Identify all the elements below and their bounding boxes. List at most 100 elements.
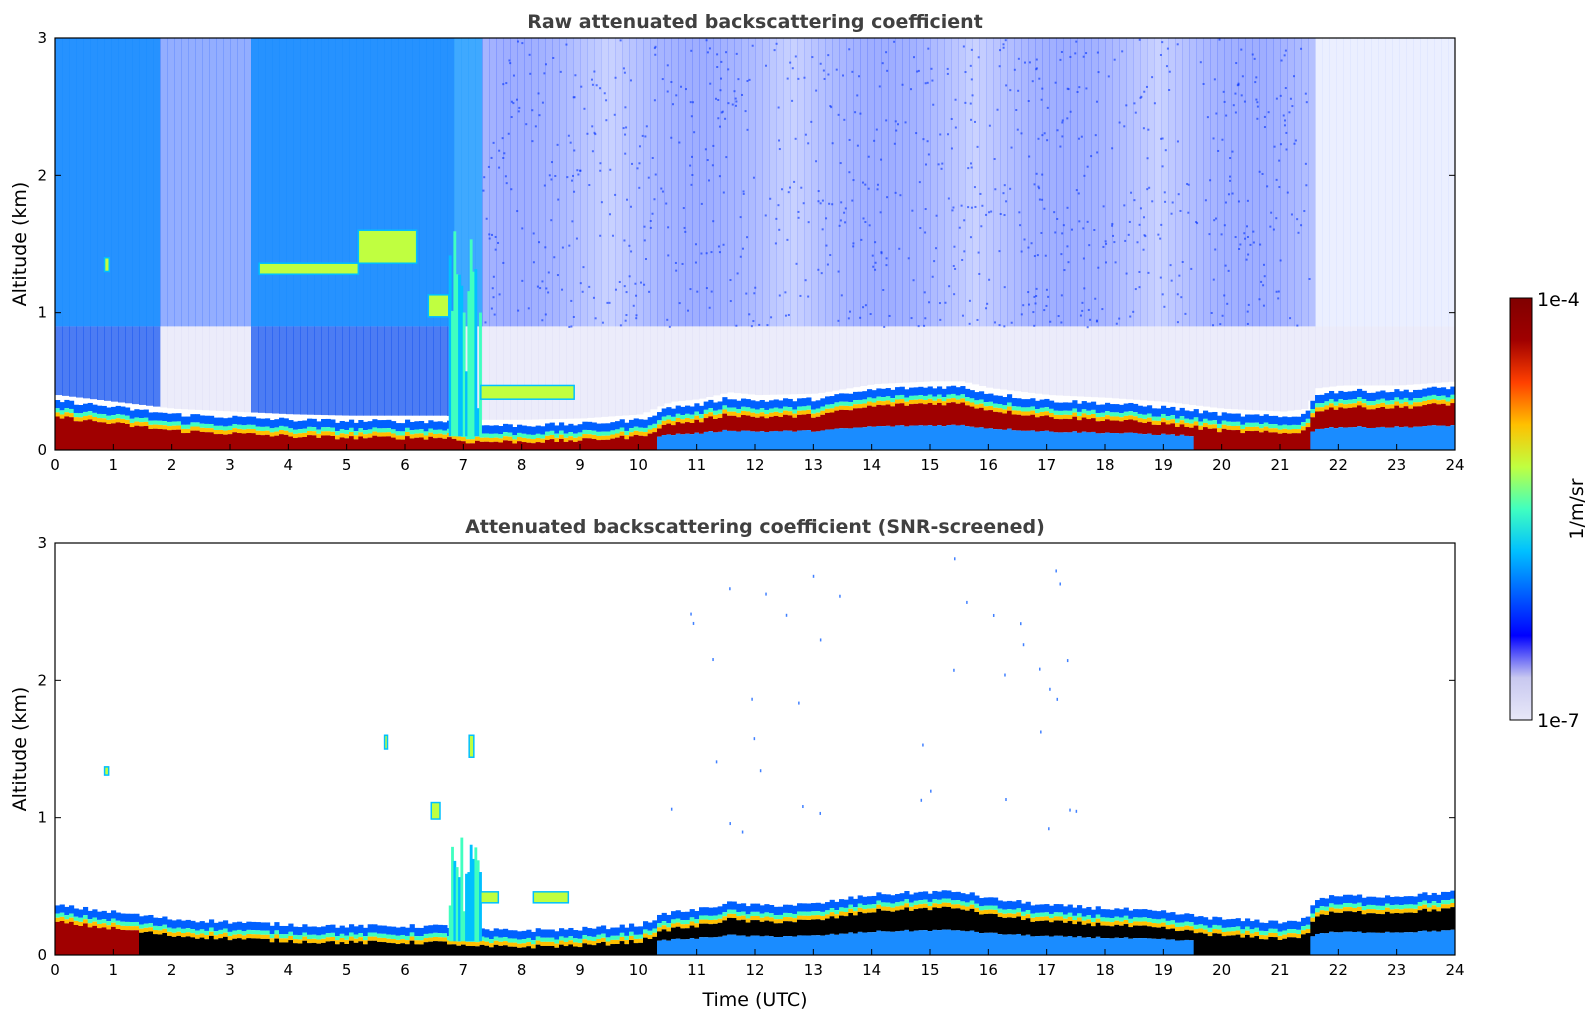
- bl-core: [59, 920, 65, 955]
- bl-edge: [1184, 921, 1190, 926]
- noise-speckle: [1060, 50, 1063, 53]
- noise-column: [1224, 38, 1232, 327]
- noise-speckle: [648, 290, 651, 293]
- bl-below: [965, 426, 971, 450]
- noise-speckle: [1067, 88, 1070, 91]
- noise-column: [139, 38, 147, 327]
- noise-column-low: [90, 326, 98, 400]
- bl-edge: [479, 433, 485, 438]
- bl-below: [1137, 938, 1143, 955]
- bl-halo: [937, 386, 943, 395]
- noise-column: [1112, 38, 1120, 327]
- bl-edge2: [73, 417, 79, 422]
- bl-core: [386, 436, 392, 450]
- noise-speckle: [950, 117, 953, 120]
- bl-core: [918, 908, 924, 931]
- bl-halo: [825, 396, 831, 405]
- bl-below: [1394, 932, 1400, 955]
- noise-column: [90, 38, 98, 327]
- bl-edge: [55, 913, 61, 918]
- noise-speckle: [1187, 211, 1190, 214]
- bl-core: [1385, 408, 1391, 428]
- noise-speckle: [1214, 248, 1217, 251]
- bl-edge2: [1025, 411, 1031, 416]
- bl-halo: [1193, 916, 1199, 925]
- noise-column: [104, 38, 112, 327]
- bl-halo: [297, 420, 303, 430]
- bl-edge2: [1445, 401, 1451, 406]
- bl-edge2: [1343, 404, 1349, 409]
- noise-speckle: [1003, 286, 1006, 289]
- bl-core: [1002, 917, 1008, 935]
- bl-halo: [708, 399, 714, 409]
- noise-column-low: [1273, 326, 1281, 412]
- noise-column-low: [1301, 326, 1309, 410]
- noise-speckle: [837, 319, 840, 322]
- noise-column: [1266, 38, 1274, 327]
- cloud-column: [472, 271, 475, 437]
- noise-column: [517, 38, 525, 327]
- bl-edge: [484, 937, 490, 942]
- bl-core: [745, 922, 751, 937]
- bl-below: [1445, 426, 1451, 450]
- noise-speckle: [544, 63, 547, 66]
- noise-speckle: [1118, 317, 1121, 320]
- bl-halo: [643, 419, 649, 428]
- bl-edge: [1207, 420, 1213, 425]
- bl-core: [559, 944, 565, 955]
- noise-speckle: [797, 216, 800, 219]
- noise-column-low: [860, 326, 868, 387]
- bl-halo: [624, 927, 630, 936]
- cloud-features: [103, 229, 575, 437]
- bl-edge: [778, 914, 784, 920]
- speckle-dot: [1040, 730, 1042, 734]
- bl-core: [876, 404, 882, 426]
- noise-speckle: [734, 104, 737, 107]
- bl-edge: [801, 406, 807, 411]
- bl-edge: [1431, 901, 1437, 906]
- bl-edge2: [1095, 918, 1101, 923]
- cloud-column: [455, 274, 459, 437]
- bl-below: [1086, 432, 1092, 450]
- bl-core: [955, 403, 961, 426]
- noise-speckle: [490, 156, 493, 159]
- bl-edge: [269, 934, 275, 939]
- bl-core: [1156, 927, 1162, 939]
- cloud-column: [469, 239, 473, 437]
- bl-edge2: [1119, 921, 1125, 926]
- bl-halo: [834, 901, 840, 911]
- bl-core: [55, 416, 61, 450]
- noise-speckle: [970, 118, 973, 121]
- noise-speckle: [1221, 138, 1224, 141]
- bl-edge: [125, 921, 131, 927]
- noise-speckle: [1263, 126, 1266, 129]
- noise-column: [566, 38, 574, 327]
- bl-edge: [255, 930, 261, 935]
- bl-edge2: [125, 926, 131, 931]
- bl-core: [587, 944, 593, 955]
- bl-core: [741, 415, 747, 431]
- bl-halo: [1128, 910, 1134, 919]
- bl-edge2: [787, 411, 793, 416]
- noise-column: [1280, 38, 1288, 327]
- noise-speckle: [643, 283, 646, 286]
- noise-column-low: [230, 326, 238, 412]
- noise-speckle: [1159, 276, 1162, 279]
- bl-edge2: [554, 437, 560, 442]
- bl-core: [1147, 421, 1153, 434]
- bl-edge: [941, 898, 947, 903]
- bl-edge: [960, 394, 966, 399]
- noise-column: [419, 38, 427, 327]
- noise-speckle: [1256, 117, 1259, 120]
- bl-edge2: [134, 926, 140, 931]
- bl-edge: [111, 415, 117, 420]
- bl-below: [881, 931, 887, 955]
- bl-edge: [568, 432, 574, 437]
- bl-halo: [1240, 921, 1246, 930]
- noise-speckle: [1279, 143, 1282, 146]
- bl-edge: [507, 938, 513, 943]
- noise-speckle: [547, 291, 550, 294]
- noise-speckle: [1046, 106, 1049, 109]
- noise-speckle: [1180, 296, 1183, 299]
- noise-column-low: [1413, 326, 1421, 385]
